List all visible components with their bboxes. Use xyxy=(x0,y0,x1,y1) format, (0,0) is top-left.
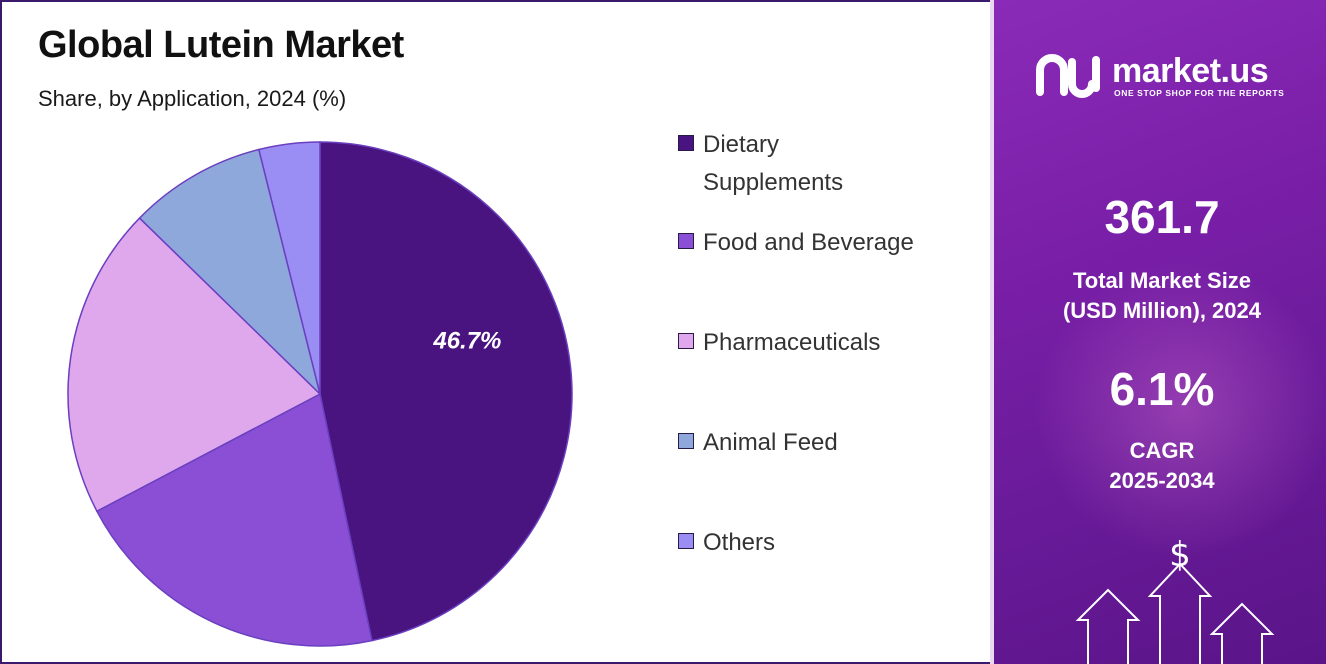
info-panel: market.us ONE STOP SHOP FOR THE REPORTS … xyxy=(990,0,1326,664)
brand-tagline: ONE STOP SHOP FOR THE REPORTS xyxy=(1114,88,1285,98)
market-us-logo-icon xyxy=(1036,54,1100,98)
legend-swatch xyxy=(678,533,694,549)
legend-swatch xyxy=(678,433,694,449)
dollar-sign-icon: $ xyxy=(1169,535,1191,575)
brand-name: market.us xyxy=(1112,52,1269,90)
cagr-label-line2: 2025-2034 xyxy=(1109,468,1215,493)
legend-item-animal-feed: Animal Feed xyxy=(678,424,953,462)
cagr-label-line1: CAGR xyxy=(1129,438,1195,463)
legend-swatch xyxy=(678,135,694,151)
market-size-value: 361.7 xyxy=(1104,191,1220,243)
pie-slice-pharmaceuticals xyxy=(67,217,322,513)
data-label-dietary-supplements: 46.7% xyxy=(432,327,501,354)
legend-swatch xyxy=(678,233,694,249)
chart-title: Global Lutein Market xyxy=(38,24,404,66)
pie-slice-dietary-supplements xyxy=(319,141,573,642)
pie-slice-food-and-beverage xyxy=(95,392,373,647)
legend-item-others: Others xyxy=(678,524,953,562)
legend-label: Dietary Supplements xyxy=(703,131,844,196)
pie-slice-others xyxy=(257,141,321,395)
brand-logo: market.us ONE STOP SHOP FOR THE REPORTS xyxy=(1034,48,1314,108)
legend-swatch xyxy=(678,333,694,349)
panel-glow xyxy=(1034,260,1326,560)
market-size-label-line1: Total Market Size xyxy=(1072,268,1252,293)
cagr-value: 6.1% xyxy=(1109,363,1215,415)
legend-label: Others xyxy=(703,529,776,556)
pie-slice-animal-feed xyxy=(138,148,322,397)
legend-item-food-and-beverage: Food and Beverage xyxy=(678,224,953,262)
pie-chart: 46.7% xyxy=(67,141,573,647)
chart-subtitle: Share, by Application, 2024 (%) xyxy=(38,86,347,111)
growth-arrows-icon: $ xyxy=(1075,535,1275,664)
market-size-label-line2: (USD Million), 2024 xyxy=(1062,298,1262,323)
legend-label: Pharmaceuticals xyxy=(703,329,881,356)
legend-item-dietary-supplements: Dietary Supplements xyxy=(678,126,953,202)
legend-label: Food and Beverage xyxy=(703,229,914,256)
legend-label: Animal Feed xyxy=(703,429,838,456)
legend-item-pharmaceuticals: Pharmaceuticals xyxy=(678,324,953,362)
